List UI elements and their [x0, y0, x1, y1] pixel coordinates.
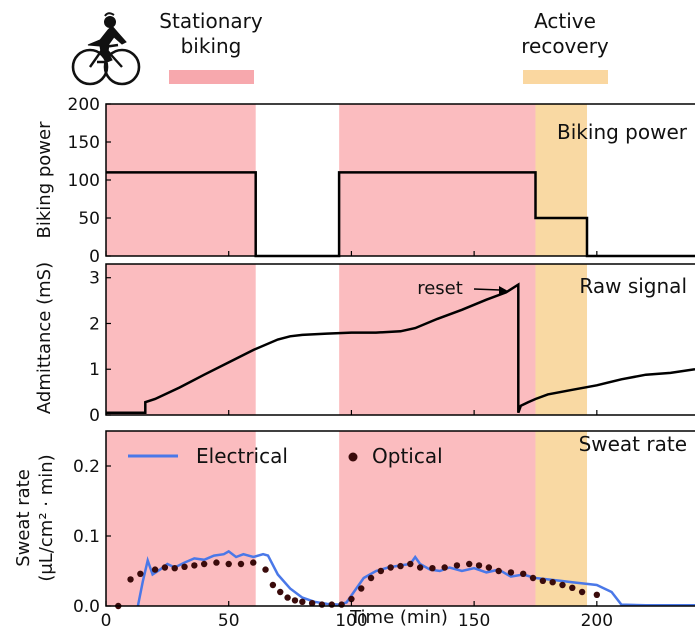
optical-point — [348, 595, 355, 603]
optical-point — [475, 562, 483, 569]
x-tick-label: 200 — [581, 611, 613, 628]
recovery-legend-line2: recovery — [521, 34, 609, 58]
y-tick-label: 1 — [89, 360, 100, 380]
optical-point — [151, 566, 159, 573]
y-tick-label: 50 — [78, 209, 100, 229]
raw-signal-panel-title: Raw signal — [579, 274, 687, 298]
optical-point — [453, 562, 461, 569]
biking-power-panel-title: Biking power — [557, 120, 688, 144]
optical-point — [358, 585, 365, 592]
optical-point — [237, 560, 245, 568]
sweat-rate-panel-title: Sweat rate — [579, 432, 687, 456]
reset-arrow — [473, 286, 508, 295]
optical-point — [367, 574, 375, 582]
optical-point — [269, 581, 277, 589]
stationary-legend-line1: Stationary — [159, 9, 263, 33]
optical-point — [328, 601, 335, 608]
active-recovery-band-2 — [535, 431, 588, 606]
optical-point — [529, 574, 537, 582]
stationary-legend-line2: biking — [181, 34, 242, 58]
figure-header: Stationary biking Active recovery — [71, 9, 609, 86]
recovery-legend-line1: Active — [534, 9, 596, 33]
optical-point — [171, 565, 178, 572]
optical-point — [549, 579, 556, 586]
stationary-biking-band-1 — [339, 104, 536, 256]
stationary-legend-swatch — [169, 70, 254, 84]
y-tick-label: 0.0 — [73, 597, 100, 617]
optical-point — [578, 588, 586, 596]
optical-point — [291, 597, 299, 604]
optical-point — [191, 562, 198, 569]
y-tick-label: 200 — [68, 95, 100, 115]
admittance-panel: 0 1 2 3 Raw signal Admittance (mS) reset — [34, 262, 695, 426]
active-recovery-band-2 — [535, 104, 588, 256]
optical-point — [262, 566, 269, 573]
plot-frame-2 — [105, 430, 695, 607]
optical-point — [225, 560, 232, 568]
x-tick-label: 150 — [458, 611, 490, 628]
optical-point — [338, 601, 345, 608]
optical-point — [200, 560, 208, 568]
y-tick-label: 0 — [89, 406, 100, 426]
optical-point — [485, 564, 493, 571]
x-tick-label: 100 — [335, 611, 367, 628]
optical-point — [213, 559, 220, 566]
optical-point — [161, 564, 169, 571]
legend: Electrical Optical — [128, 444, 443, 468]
optical-point — [495, 567, 502, 575]
optical-point — [181, 563, 188, 570]
legend-electrical-label: Electrical — [196, 444, 288, 468]
biking-power-line — [106, 171, 695, 258]
optical-point — [416, 564, 424, 571]
y-tick-label: 0.1 — [73, 527, 100, 547]
biking-power-y-label: Biking power — [34, 121, 55, 239]
stationary-biking-band-0 — [106, 264, 256, 415]
y-tick-label: 0.2 — [73, 457, 100, 477]
optical-point — [593, 591, 601, 598]
sweat-rate-panel: 0.0 0.1 0.2 0 50 100 150 200 Sweat rate Electri… — [13, 430, 695, 628]
plot-frame-1 — [105, 263, 695, 416]
optical-point — [387, 564, 394, 571]
optical-point — [429, 565, 436, 572]
admittance-y-label: Admittance (mS) — [34, 262, 55, 414]
optical-point — [539, 577, 547, 584]
optical-point — [507, 569, 515, 576]
optical-point — [137, 570, 144, 577]
x-tick-label: 0 — [101, 611, 112, 628]
y-tick-label: 0 — [89, 247, 100, 267]
y-tick-label: 2 — [89, 314, 100, 334]
optical-point — [520, 570, 527, 577]
admittance-line — [106, 282, 695, 414]
sweat-rate-y-label-line2: (μL/cm² · min) — [36, 454, 57, 581]
legend-optical-label: Optical — [372, 444, 443, 468]
optical-point — [284, 594, 291, 601]
optical-point — [318, 601, 326, 608]
sweat-rate-y-label-line1: Sweat rate — [13, 469, 34, 567]
reset-annotation-label: reset — [417, 278, 463, 299]
optical-point — [441, 564, 448, 571]
optical-point — [569, 584, 576, 591]
legend-optical-marker — [348, 452, 358, 462]
optical-point — [308, 600, 316, 607]
optical-point — [377, 567, 385, 575]
y-tick-label: 100 — [68, 171, 100, 191]
optical-point — [466, 560, 473, 568]
y-tick-label: 150 — [68, 133, 100, 153]
optical-point — [559, 581, 566, 589]
optical-point — [397, 562, 404, 570]
y-tick-label: 3 — [89, 269, 100, 289]
optical-point — [277, 588, 284, 596]
optical-point — [127, 576, 134, 583]
recovery-legend-swatch — [523, 70, 608, 84]
time-x-label: Time (min) — [349, 607, 448, 628]
optical-point — [407, 560, 414, 568]
x-tick-label: 50 — [218, 611, 240, 628]
optical-point — [250, 559, 257, 566]
cyclist-icon — [71, 12, 141, 86]
biking-power-panel: 0 50 100 150 200 Biking power Biking power — [34, 95, 695, 267]
optical-point — [299, 598, 306, 605]
stationary-biking-band-0 — [106, 104, 256, 256]
